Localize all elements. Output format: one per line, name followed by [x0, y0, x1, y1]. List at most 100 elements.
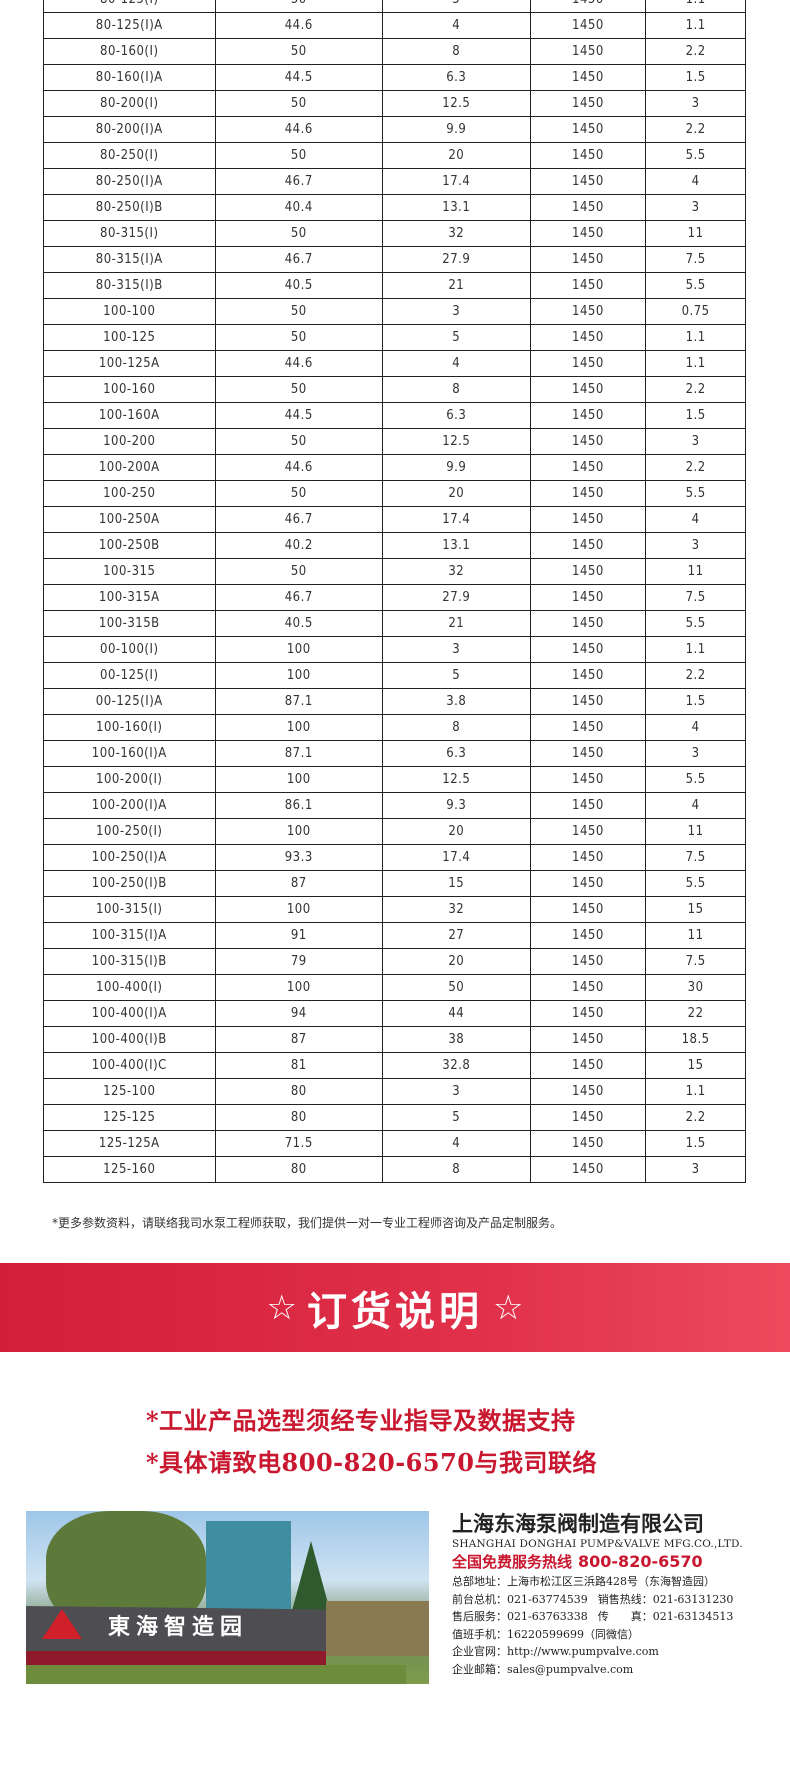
- table-cell: 100-125A: [43, 350, 216, 377]
- table-cell: 32: [382, 558, 531, 585]
- table-cell: 2.2: [645, 116, 746, 143]
- table-row: 100-125 50 5 1450 1.1: [43, 324, 746, 351]
- table-cell: 11: [645, 922, 746, 949]
- table-row: 100-200(I)A 86.1 9.3 1450 4: [43, 792, 746, 819]
- table-cell: 1450: [529, 610, 647, 637]
- table-cell: 100-250B: [43, 532, 216, 559]
- table-cell: 3: [382, 298, 531, 325]
- table-cell: 1450: [529, 870, 647, 897]
- table-cell: 100-315(I): [43, 896, 216, 923]
- table-cell: 100-160(I): [43, 714, 216, 741]
- table-cell: 44: [382, 1000, 531, 1027]
- table-row: 100-250(I)A 93.3 17.4 1450 7.5: [43, 844, 746, 871]
- table-cell: 0.75: [645, 298, 746, 325]
- table-row: 100-160(I)A 87.1 6.3 1450 3: [43, 740, 746, 767]
- table-cell: 86.1: [214, 792, 384, 819]
- table-cell: 1450: [529, 818, 647, 845]
- table-cell: 1450: [529, 1104, 647, 1131]
- table-cell: 80-200(I)A: [43, 116, 216, 143]
- table-cell: 100-250(I)A: [43, 844, 216, 871]
- table-cell: 100-250A: [43, 506, 216, 533]
- table-cell: 80-315(I): [43, 220, 216, 247]
- table-cell: 100-200(I)A: [43, 792, 216, 819]
- table-cell: 79: [214, 948, 384, 975]
- table-cell: 00-125(I): [43, 662, 216, 689]
- table-cell: 20: [382, 480, 531, 507]
- table-cell: 100-100: [43, 298, 216, 325]
- table-cell: 20: [382, 948, 531, 975]
- table-row: 00-125(I) 100 5 1450 2.2: [43, 662, 746, 689]
- table-cell: 32: [382, 220, 531, 247]
- table-cell: 50: [214, 220, 384, 247]
- table-row: 80-315(I) 50 32 1450 11: [43, 220, 746, 247]
- table-row: 100-125A 44.6 4 1450 1.1: [43, 350, 746, 377]
- factory-photo: 東海智造园: [26, 1511, 429, 1684]
- table-cell: 1450: [529, 1156, 647, 1183]
- star-icon: ☆: [266, 1287, 297, 1328]
- phone-row-1: 前台总机：021-63774539 销售热线：021-63131230: [452, 1591, 762, 1609]
- table-cell: 44.6: [214, 350, 384, 377]
- table-cell: 3: [382, 636, 531, 663]
- table-cell: 22: [645, 1000, 746, 1027]
- table-row: 100-160 50 8 1450 2.2: [43, 376, 746, 403]
- table-cell: 50: [382, 974, 531, 1001]
- table-cell: 100-250(I)B: [43, 870, 216, 897]
- table-cell: 80-250(I)A: [43, 168, 216, 195]
- table-cell: 87: [214, 1026, 384, 1053]
- table-cell: 80: [214, 1156, 384, 1183]
- table-cell: 8: [382, 714, 531, 741]
- table-cell: 1450: [529, 688, 647, 715]
- website-link[interactable]: 企业官网：http://www.pumpvalve.com: [452, 1645, 659, 1658]
- table-cell: 80: [214, 1104, 384, 1131]
- table-cell: 3: [645, 1156, 746, 1183]
- table-cell: 1.5: [645, 402, 746, 429]
- star-icon: ☆: [493, 1287, 524, 1328]
- table-cell: 3: [645, 428, 746, 455]
- table-cell: 80: [214, 1078, 384, 1105]
- table-cell: 87: [214, 870, 384, 897]
- table-cell: 1450: [529, 792, 647, 819]
- table-cell: 11: [645, 558, 746, 585]
- table-cell: 2.2: [645, 38, 746, 65]
- table-cell: 80-200(I): [43, 90, 216, 117]
- table-cell: 100-200: [43, 428, 216, 455]
- table-cell: 44.5: [214, 402, 384, 429]
- after-sales-phone: 售后服务：021-63763338: [452, 1610, 588, 1623]
- table-cell: 1450: [529, 220, 647, 247]
- table-row: 80-315(I)A 46.7 27.9 1450 7.5: [43, 246, 746, 273]
- table-cell: 12.5: [382, 90, 531, 117]
- table-cell: 1450: [529, 948, 647, 975]
- table-row: 100-400(I)C 81 32.8 1450 15: [43, 1052, 746, 1079]
- table-cell: 40.5: [214, 610, 384, 637]
- order-note-1: *工业产品选型须经专业指导及数据支持: [146, 1406, 576, 1435]
- table-cell: 3: [645, 740, 746, 767]
- table-cell: 50: [214, 558, 384, 585]
- hotline-number: 800-820-6570: [578, 1552, 703, 1571]
- table-cell: 81: [214, 1052, 384, 1079]
- table-cell: 1.5: [645, 64, 746, 91]
- table-cell: 44.5: [214, 64, 384, 91]
- footnote: *更多参数资料，请联络我司水泵工程师获取，我们提供一对一专业工程师咨询及产品定制…: [52, 1216, 563, 1230]
- table-cell: 1450: [529, 64, 647, 91]
- table-cell: 100: [214, 636, 384, 663]
- table-cell: 6.3: [382, 402, 531, 429]
- table-cell: 17.4: [382, 168, 531, 195]
- table-row: 100-315(I) 100 32 1450 15: [43, 896, 746, 923]
- table-row: 100-100 50 3 1450 0.75: [43, 298, 746, 325]
- front-desk-phone: 前台总机：021-63774539: [452, 1592, 588, 1606]
- table-cell: 1450: [529, 714, 647, 741]
- table-cell: 18.5: [645, 1026, 746, 1053]
- table-cell: 40.2: [214, 532, 384, 559]
- table-row: 100-250B 40.2 13.1 1450 3: [43, 532, 746, 559]
- email-link[interactable]: 企业邮箱：sales@pumpvalve.com: [452, 1662, 634, 1676]
- table-cell: 4: [645, 714, 746, 741]
- company-info: 上海东海泵阀制造有限公司 SHANGHAI DONGHAI PUMP&VALVE…: [452, 1511, 762, 1678]
- table-cell: 1450: [529, 376, 647, 403]
- table-row: 80-125(I)A 44.6 4 1450 1.1: [43, 12, 746, 39]
- table-cell: 1450: [529, 480, 647, 507]
- table-row: 125-160 80 8 1450 3: [43, 1156, 746, 1183]
- table-row: 100-250 50 20 1450 5.5: [43, 480, 746, 507]
- table-cell: 100-315B: [43, 610, 216, 637]
- table-cell: 46.7: [214, 506, 384, 533]
